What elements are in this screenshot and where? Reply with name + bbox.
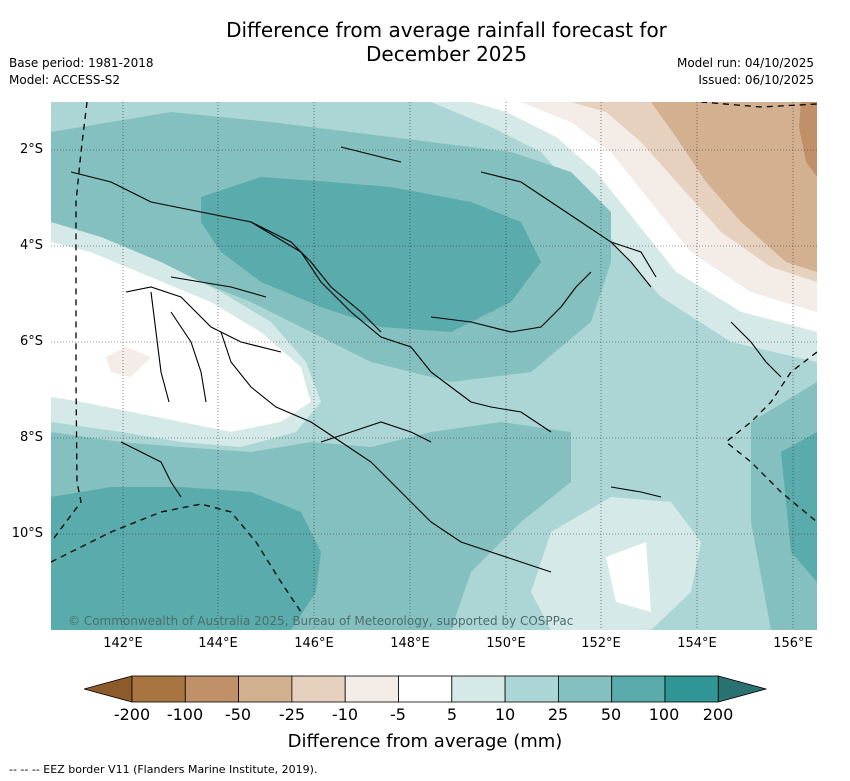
map-title: Difference from average rainfall forecas… [0, 18, 850, 66]
lon-label-152e: 152°E [581, 636, 621, 651]
colorbar-bin-6 [398, 675, 453, 703]
light-dry-west [106, 347, 151, 377]
cb-label-9: 50 [600, 705, 622, 724]
cb-label-2: -50 [224, 705, 252, 724]
cb-label-0: -200 [113, 705, 151, 724]
lon-label-154e: 154°E [677, 636, 717, 651]
lat-label-8s: 8°S [19, 430, 43, 445]
dry-region-darkest [799, 102, 817, 177]
cb-label-6: 5 [446, 705, 458, 724]
rainfall-map [51, 102, 817, 630]
colorbar-bin-1 [131, 675, 186, 703]
issued-date: Issued: 06/10/2025 [698, 73, 814, 87]
wet-10-band-north [431, 102, 817, 362]
neutral-west [51, 242, 311, 432]
colorbar-bin-10 [611, 675, 666, 703]
lon-label-144e: 144°E [198, 636, 238, 651]
coastlines [70, 146, 782, 573]
colorbar-bin-7 [451, 675, 506, 703]
colorbar-bin-4 [291, 675, 346, 703]
colorbar-bin-11 [664, 675, 719, 703]
colorbar-arrow-left [84, 675, 133, 703]
lon-label-142e: 142°E [103, 636, 143, 651]
lon-label-156e: 156°E [773, 636, 813, 651]
wet-10-west [51, 222, 321, 447]
wet-100-central [201, 177, 541, 332]
lon-label-148e: 148°E [390, 636, 430, 651]
colorbar-title: Difference from average (mm) [287, 731, 563, 752]
lat-label-6s: 6°S [19, 334, 43, 349]
wet-100-southwest [51, 487, 321, 630]
cb-label-4: -10 [331, 705, 359, 724]
lat-label-2s: 2°S [19, 142, 43, 157]
colorbar-bin-2 [184, 675, 240, 703]
cb-label-5: -5 [390, 705, 406, 724]
lon-label-150e: 150°E [486, 636, 526, 651]
wet-100-east [781, 432, 817, 582]
title-line-2: December 2025 [366, 42, 527, 66]
colorbar-arrow-right [717, 675, 767, 703]
base-period: Base period: 1981-2018 [9, 56, 154, 70]
lat-label-10s: 10°S [11, 526, 43, 541]
dry-region-dark [651, 102, 817, 272]
lat-label-4s: 4°S [19, 238, 43, 253]
model-name: Model: ACCESS-S2 [9, 73, 121, 87]
cb-label-8: 25 [547, 705, 569, 724]
colorbar-bin-9 [557, 675, 613, 703]
lon-label-146e: 146°E [294, 636, 334, 651]
cb-label-7: 10 [494, 705, 516, 724]
neutral-band-north [471, 102, 817, 332]
cb-label-11: 200 [702, 705, 734, 724]
colorbar-bin-8 [504, 675, 559, 703]
title-line-1: Difference from average rainfall forecas… [226, 18, 667, 42]
cb-label-10: 100 [648, 705, 680, 724]
colorbar-bin-3 [238, 675, 293, 703]
colorbar [84, 675, 767, 703]
copyright-notice: © Commonwealth of Australia 2025, Bureau… [68, 614, 574, 628]
meta-left: Base period: 1981-2018 Model: ACCESS-S2 [9, 55, 154, 89]
grid-lines [51, 102, 817, 630]
neutral-southeast [606, 542, 651, 612]
model-run: Model run: 04/10/2025 [676, 56, 814, 70]
colorbar-bin-5 [344, 675, 399, 703]
cb-label-1: -100 [166, 705, 204, 724]
cb-label-3: -25 [278, 705, 306, 724]
meta-right: Model run: 04/10/2025 Issued: 06/10/2025 [677, 55, 814, 89]
eez-borders [51, 102, 817, 613]
eez-footnote: -- -- -- EEZ border V11 (Flanders Marine… [9, 763, 318, 776]
